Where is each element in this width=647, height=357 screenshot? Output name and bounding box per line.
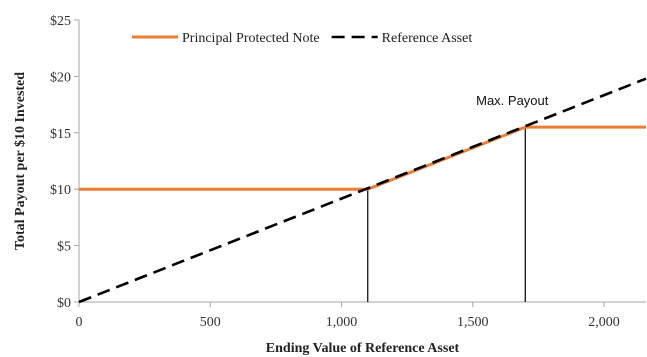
series-line-principal-protected-note [79,127,646,189]
x-tick-label: 1,500 [457,315,489,330]
axes [74,20,646,307]
x-axis-title: Ending Value of Reference Asset [266,341,460,356]
x-tick-label: 0 [76,315,83,330]
reference-lines [368,127,526,302]
y-tick-label: $20 [50,70,71,85]
legend: Principal Protected Note Reference Asset [132,31,472,46]
x-tick-label: 1,000 [326,315,358,330]
annotation-label: Max. Payout [476,93,549,108]
y-tick-label: $15 [50,127,71,142]
legend-label: Principal Protected Note [182,31,320,46]
y-tick-label: $25 [50,14,71,29]
legend-label: Reference Asset [382,31,473,46]
annotations: Max. Payout [476,93,549,108]
y-tick-label: $0 [57,296,71,311]
y-tick-label: $10 [50,183,71,198]
y-axis-title: Total Payout per $10 Invested [13,72,28,250]
series-group [79,79,646,302]
x-tick-label: 2,000 [588,315,620,330]
x-tick-label: 500 [200,315,221,330]
y-tick-label: $5 [57,240,71,255]
tick-labels: $0 $5 $10 $15 $20 $25 0 500 1,000 1,500 2,000 [50,14,620,330]
